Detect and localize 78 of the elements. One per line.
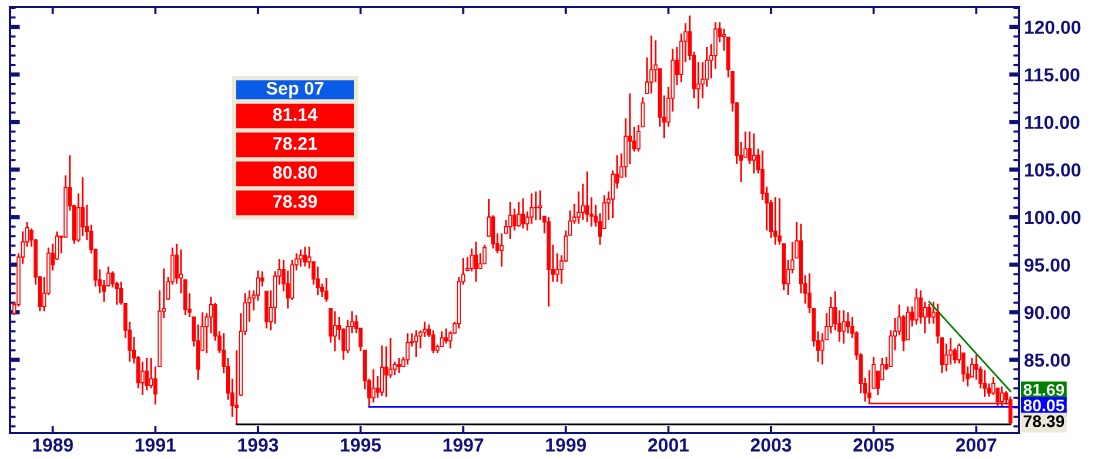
candlestick bbox=[841, 309, 846, 345]
annotation: 80.80 bbox=[273, 166, 317, 179]
candlestick bbox=[234, 349, 239, 426]
x-tick-label: 1993 bbox=[238, 438, 279, 452]
x-tick-label: 2005 bbox=[853, 438, 894, 452]
y-tick-label: 110.00 bbox=[1025, 115, 1080, 130]
y-tick-label: 120.00 bbox=[1025, 20, 1081, 34]
candlestick bbox=[482, 243, 487, 265]
candlestick bbox=[845, 311, 850, 334]
candlestick bbox=[144, 357, 149, 392]
candlestick bbox=[303, 245, 307, 268]
candlestick bbox=[414, 329, 419, 358]
candlestick bbox=[833, 290, 838, 332]
candlestick bbox=[397, 357, 402, 374]
annotation: 81.69 bbox=[1023, 383, 1065, 396]
candlestick bbox=[982, 369, 987, 398]
candlestick bbox=[533, 190, 538, 221]
candlestick bbox=[948, 337, 953, 366]
candlestick bbox=[807, 272, 812, 315]
candlestick bbox=[444, 327, 449, 345]
candlestick bbox=[927, 302, 932, 325]
candlestick bbox=[431, 329, 436, 354]
y-tick-label: 100.00 bbox=[1025, 210, 1081, 225]
candlestick bbox=[555, 252, 560, 283]
annotation: 78.21 bbox=[273, 137, 318, 150]
x-tick-label: 2003 bbox=[750, 438, 792, 452]
annotation: 78.39 bbox=[1023, 415, 1065, 428]
annotation: 78.39 bbox=[273, 195, 317, 208]
candlestick bbox=[773, 196, 778, 246]
candlestick bbox=[140, 360, 145, 396]
candlestick bbox=[914, 287, 919, 326]
y-tick-label: 85.00 bbox=[1024, 353, 1071, 367]
candlestick bbox=[474, 241, 479, 283]
candlestick bbox=[525, 210, 530, 232]
candlestick bbox=[649, 34, 654, 95]
x-tick-label: 2001 bbox=[648, 438, 689, 452]
candlestick bbox=[640, 96, 645, 128]
candlestick bbox=[388, 337, 393, 379]
candlestick bbox=[777, 197, 782, 246]
candlestick bbox=[627, 92, 632, 165]
y-tick-label: 105.00 bbox=[1025, 163, 1081, 177]
x-tick-label: 1999 bbox=[546, 438, 586, 452]
annotation: 80.05 bbox=[1023, 399, 1065, 412]
candlestick bbox=[508, 201, 513, 240]
candlestick bbox=[529, 192, 534, 225]
candlestick bbox=[315, 265, 320, 296]
x-tick-label: 1991 bbox=[135, 438, 176, 452]
candlestick bbox=[751, 132, 756, 175]
candlestick bbox=[636, 124, 641, 153]
y-tick-label: 95.00 bbox=[1024, 258, 1071, 272]
x-tick-label: 1997 bbox=[443, 438, 484, 452]
candlestick bbox=[298, 248, 303, 268]
candlestick bbox=[538, 189, 543, 221]
candlestick bbox=[80, 176, 85, 238]
candlestick bbox=[405, 332, 410, 366]
annotation: Sep 07 bbox=[266, 81, 324, 99]
x-tick-label: 1989 bbox=[33, 438, 73, 452]
candlestick bbox=[516, 201, 521, 228]
candlestick bbox=[324, 277, 329, 303]
annotation: 81.14 bbox=[273, 108, 318, 121]
candlestick bbox=[371, 368, 376, 404]
candlestick bbox=[469, 247, 474, 273]
candlestick bbox=[384, 345, 389, 398]
candlestick bbox=[332, 310, 337, 353]
x-tick-label: 2007 bbox=[956, 438, 997, 452]
candlestick bbox=[922, 300, 927, 334]
x-tick-label: 1995 bbox=[340, 438, 381, 452]
candlestick bbox=[974, 354, 979, 381]
candlestick bbox=[568, 209, 573, 237]
candlestick bbox=[820, 332, 825, 366]
candlestick bbox=[871, 356, 876, 390]
candlestick bbox=[512, 207, 517, 232]
y-tick-label: 115.00 bbox=[1025, 68, 1080, 82]
y-tick-label: 90.00 bbox=[1024, 305, 1071, 320]
candlestick bbox=[585, 170, 590, 223]
candlestick bbox=[521, 197, 526, 230]
candlestick bbox=[580, 183, 585, 221]
candlestick bbox=[704, 46, 709, 88]
